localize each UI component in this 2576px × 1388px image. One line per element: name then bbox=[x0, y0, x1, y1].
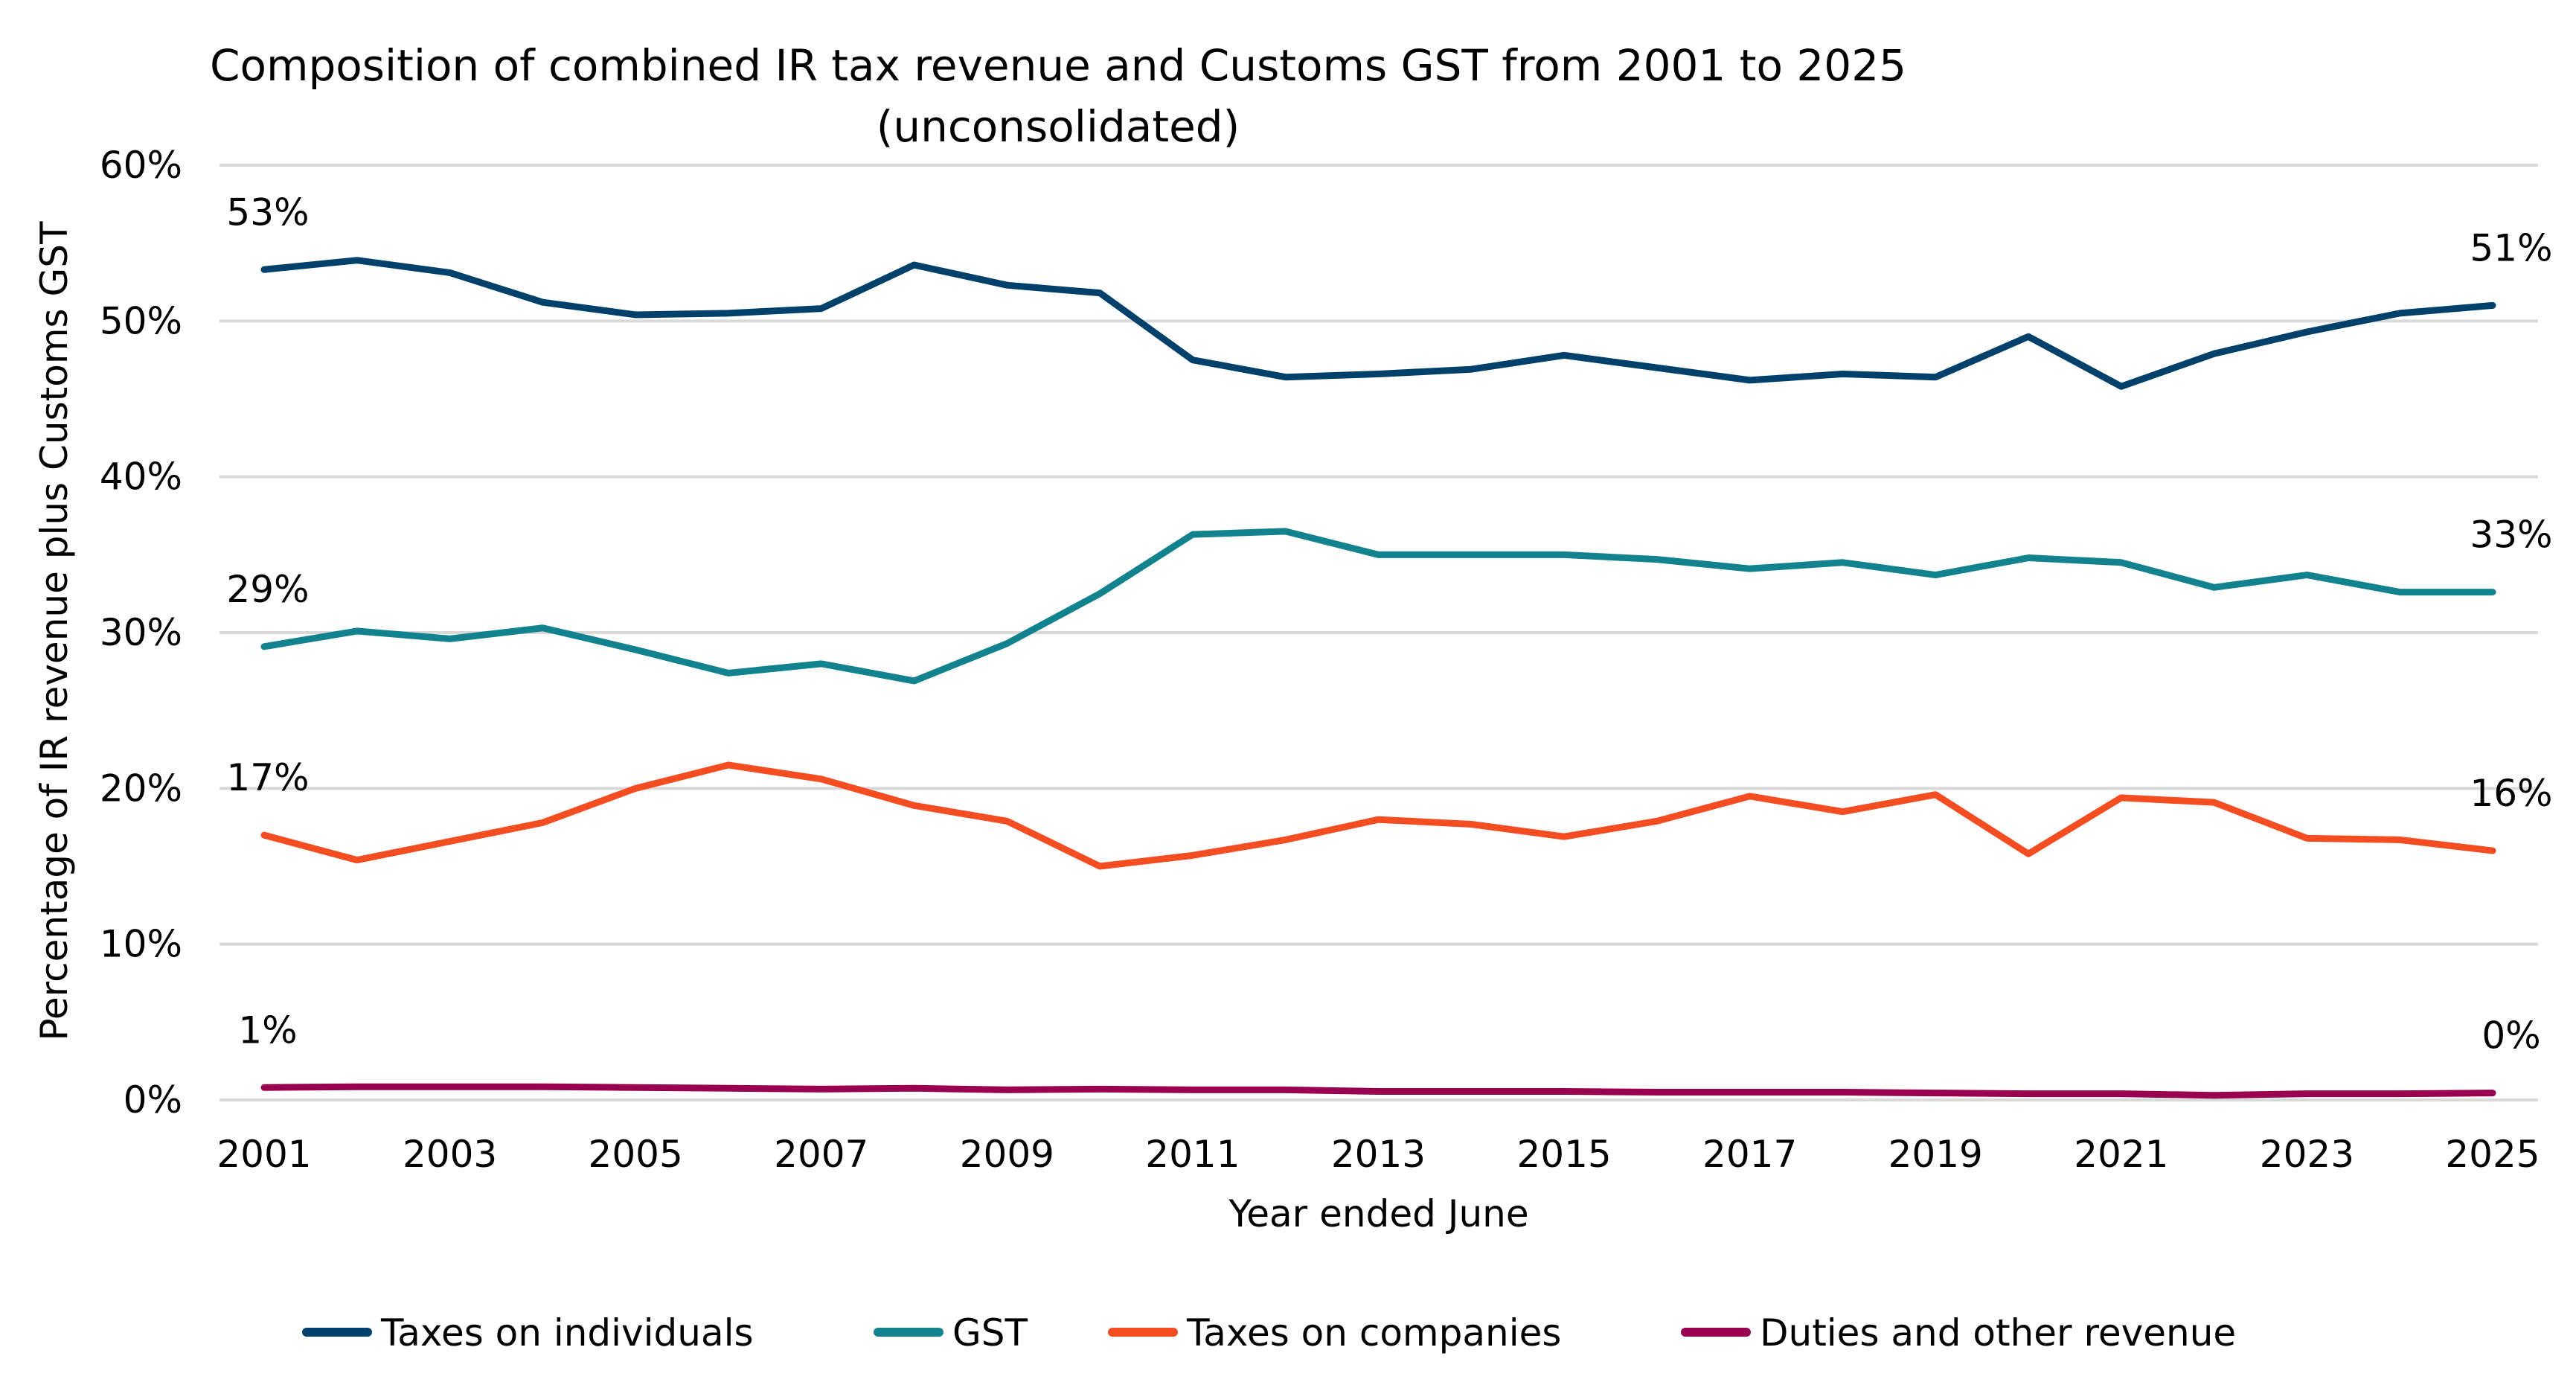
chart-subtitle: (unconsolidated) bbox=[877, 101, 1240, 152]
x-tick-label: 2009 bbox=[960, 1133, 1054, 1176]
start-value-label: 53% bbox=[226, 191, 309, 234]
x-axis-title: Year ended June bbox=[1228, 1192, 1528, 1235]
x-tick-label: 2005 bbox=[589, 1133, 683, 1176]
legend-item-taxes-on-individuals: Taxes on individuals bbox=[302, 1311, 754, 1355]
chart-title-group: Composition of combined IR tax revenue a… bbox=[210, 40, 1906, 152]
series-line-taxes-on-companies bbox=[260, 761, 2496, 870]
x-tick-label: 2017 bbox=[1702, 1133, 1797, 1176]
chart-title: Composition of combined IR tax revenue a… bbox=[210, 40, 1906, 91]
data-labels: 53% 51% 29% 33% 17% 16% 1% 0% bbox=[226, 191, 2552, 1057]
x-tick-label: 2013 bbox=[1331, 1133, 1426, 1176]
y-tick-label: 60% bbox=[100, 144, 182, 187]
legend-label: Taxes on companies bbox=[1186, 1311, 1561, 1355]
start-value-label: 17% bbox=[226, 756, 309, 799]
legend-label: Duties and other revenue bbox=[1760, 1311, 2236, 1355]
y-tick-label: 30% bbox=[100, 611, 182, 654]
x-axis-tick-labels: 2001 2003 2005 2007 2009 2011 2013 2015 2017 2019… bbox=[217, 1133, 2540, 1176]
series-line-gst bbox=[260, 528, 2496, 685]
start-value-label: 29% bbox=[226, 568, 309, 611]
x-tick-label: 2001 bbox=[217, 1133, 311, 1176]
x-tick-label: 2011 bbox=[1145, 1133, 1240, 1176]
legend-label: GST bbox=[952, 1311, 1028, 1355]
end-value-label: 16% bbox=[2470, 772, 2552, 815]
y-tick-label: 10% bbox=[100, 923, 182, 966]
x-tick-label: 2015 bbox=[1516, 1133, 1611, 1176]
legend-item-gst: GST bbox=[874, 1311, 1028, 1355]
start-value-label: 1% bbox=[238, 1008, 297, 1052]
x-tick-label: 2003 bbox=[403, 1133, 497, 1176]
y-tick-label: 0% bbox=[124, 1078, 182, 1122]
legend: Taxes on individuals GST Taxes on companie… bbox=[302, 1311, 2236, 1355]
x-tick-label: 2023 bbox=[2260, 1133, 2354, 1176]
y-tick-label: 50% bbox=[100, 299, 182, 342]
legend-item-duties-and-other-revenue: Duties and other revenue bbox=[1681, 1311, 2236, 1355]
end-value-label: 33% bbox=[2470, 514, 2552, 557]
legend-label: Taxes on individuals bbox=[380, 1311, 754, 1355]
x-tick-label: 2025 bbox=[2445, 1133, 2540, 1176]
y-tick-label: 20% bbox=[100, 767, 182, 810]
end-value-label: 51% bbox=[2470, 226, 2552, 269]
x-tick-label: 2007 bbox=[774, 1133, 868, 1176]
gridlines bbox=[220, 164, 2538, 1101]
x-tick-label: 2021 bbox=[2074, 1133, 2168, 1176]
x-tick-label: 2019 bbox=[1888, 1133, 1983, 1176]
y-tick-label: 40% bbox=[100, 455, 182, 499]
series-line-taxes-on-individuals bbox=[260, 257, 2496, 390]
y-axis-tick-labels: 0% 10% 20% 30% 40% 50% 60% bbox=[100, 144, 182, 1122]
series-lines bbox=[260, 257, 2496, 1099]
legend-item-taxes-on-companies: Taxes on companies bbox=[1108, 1311, 1561, 1355]
end-value-label: 0% bbox=[2482, 1014, 2540, 1058]
y-axis-title: Percentage of IR revenue plus Customs GS… bbox=[33, 221, 76, 1040]
series-line-duties-and-other-revenue bbox=[260, 1083, 2496, 1099]
